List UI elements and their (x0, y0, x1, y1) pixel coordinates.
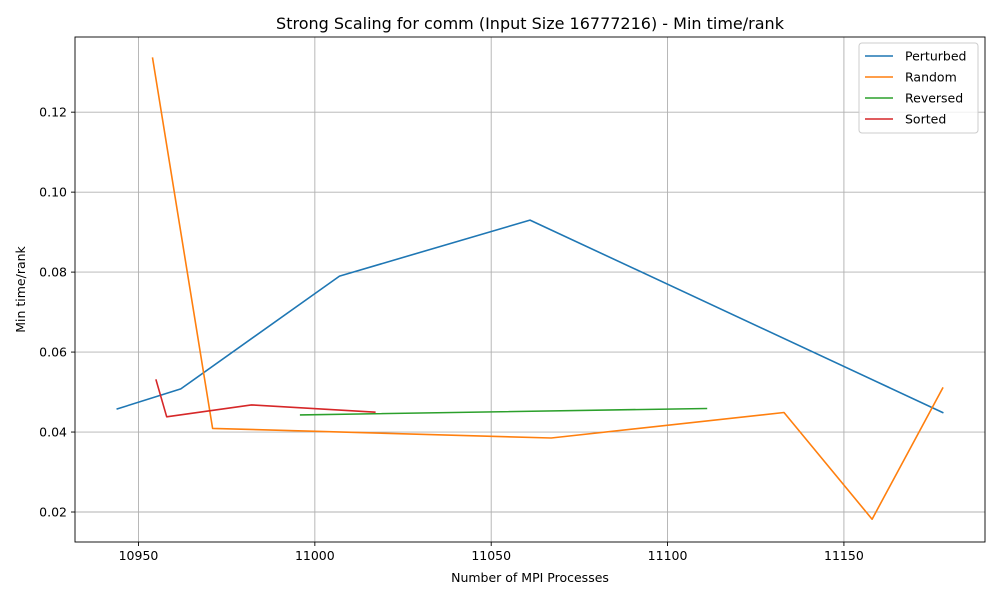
grid (75, 37, 985, 542)
chart-title: Strong Scaling for comm (Input Size 1677… (276, 14, 785, 33)
series-line-sorted (155, 379, 376, 418)
axis-ticks: 10950 11000 11050 11100 11150 0.02 0.04 0.06 0.0… (39, 105, 864, 563)
y-tick-label: 0.10 (39, 185, 67, 200)
series-lines (116, 57, 944, 521)
x-axis-label: Number of MPI Processes (451, 570, 609, 585)
series-line-random (151, 57, 944, 521)
legend-box (858, 42, 979, 134)
legend-label-reversed: Reversed (905, 91, 963, 106)
x-tick-label: 11150 (824, 548, 864, 563)
x-tick-label: 11050 (471, 548, 511, 563)
y-axis-label: Min time/rank (13, 245, 28, 332)
x-tick-label: 11100 (648, 548, 688, 563)
y-tick-label: 0.04 (39, 425, 67, 440)
x-tick-label: 11000 (295, 548, 335, 563)
y-tick-label: 0.06 (39, 345, 67, 360)
x-tick-label: 10950 (119, 548, 159, 563)
plot-area (74, 36, 986, 543)
series-line-perturbed (116, 219, 944, 414)
y-tick-label: 0.08 (39, 265, 67, 280)
y-tick-label: 0.02 (39, 505, 67, 520)
y-tick-label: 0.12 (39, 105, 67, 120)
legend-label-sorted: Sorted (905, 112, 946, 127)
series-line-reversed (299, 407, 708, 416)
legend: Perturbed Random Reversed Sorted (858, 42, 979, 134)
legend-label-random: Random (905, 70, 957, 85)
legend-label-perturbed: Perturbed (905, 49, 966, 64)
legend-items: Perturbed Random Reversed Sorted (865, 49, 966, 127)
